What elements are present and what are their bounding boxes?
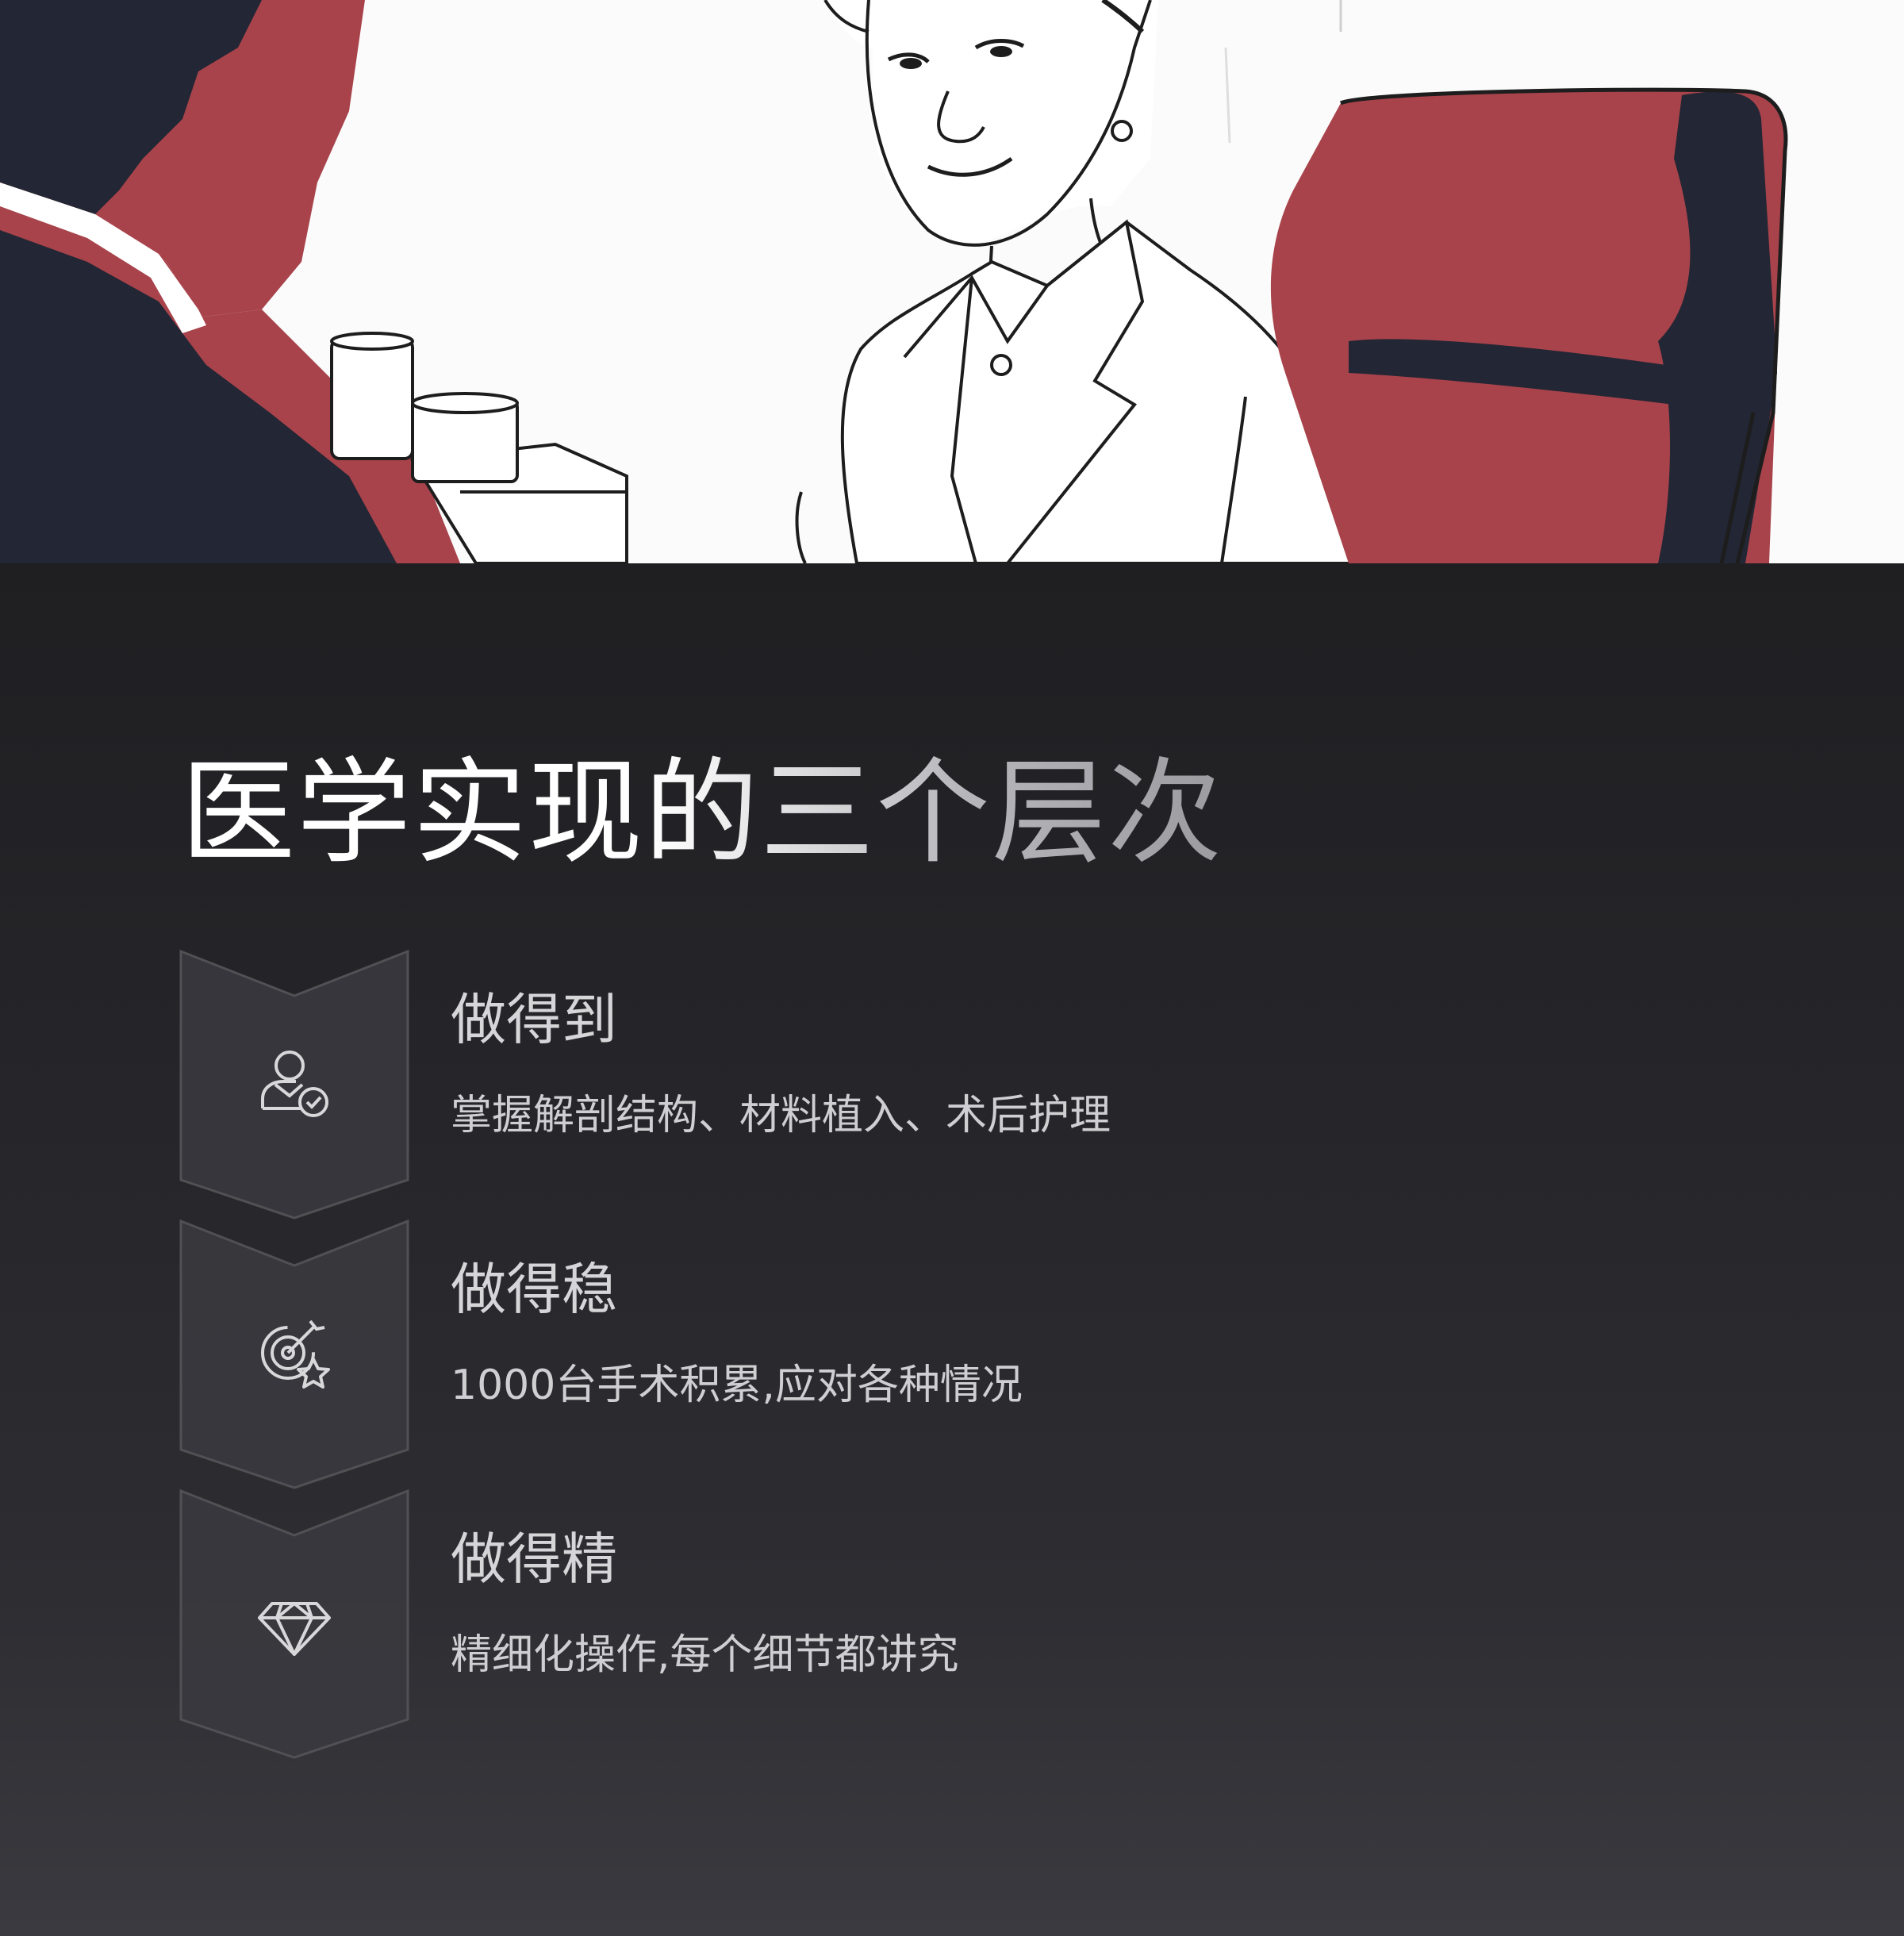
page-title: 医学实现的三个层次	[181, 744, 1223, 882]
level-description: 精细化操作,每个细节都讲究	[451, 1631, 959, 1679]
level-item-achievable: 做得到 掌握解剖结构、材料植入、术后护理	[179, 948, 1528, 1221]
level-item-stable: 做得稳 1000台手术积累,应对各种情况	[179, 1218, 1528, 1491]
chevron-badge	[179, 949, 409, 1220]
level-description: 1000台手术积累,应对各种情况	[451, 1362, 1023, 1409]
chevron-badge	[179, 1488, 409, 1759]
consultation-illustration	[0, 0, 1788, 563]
levels-section: 医学实现的三个层次 做得到 掌握解剖结构、材料植入、术后护理	[0, 563, 1904, 1936]
hero-illustration	[0, 0, 1904, 563]
level-list: 做得到 掌握解剖结构、材料植入、术后护理 做得稳 1000台手术积累,应对各种情…	[0, 563, 1904, 1936]
level-title: 做得到	[451, 987, 617, 1052]
user-check-icon	[261, 1051, 328, 1117]
target-star-icon	[261, 1319, 330, 1389]
level-title: 做得精	[451, 1527, 617, 1592]
level-description: 掌握解剖结构、材料植入、术后护理	[451, 1092, 1111, 1139]
level-title: 做得稳	[451, 1257, 617, 1322]
level-item-precise: 做得精 精细化操作,每个细节都讲究	[179, 1488, 1528, 1761]
diamond-icon	[258, 1602, 331, 1656]
